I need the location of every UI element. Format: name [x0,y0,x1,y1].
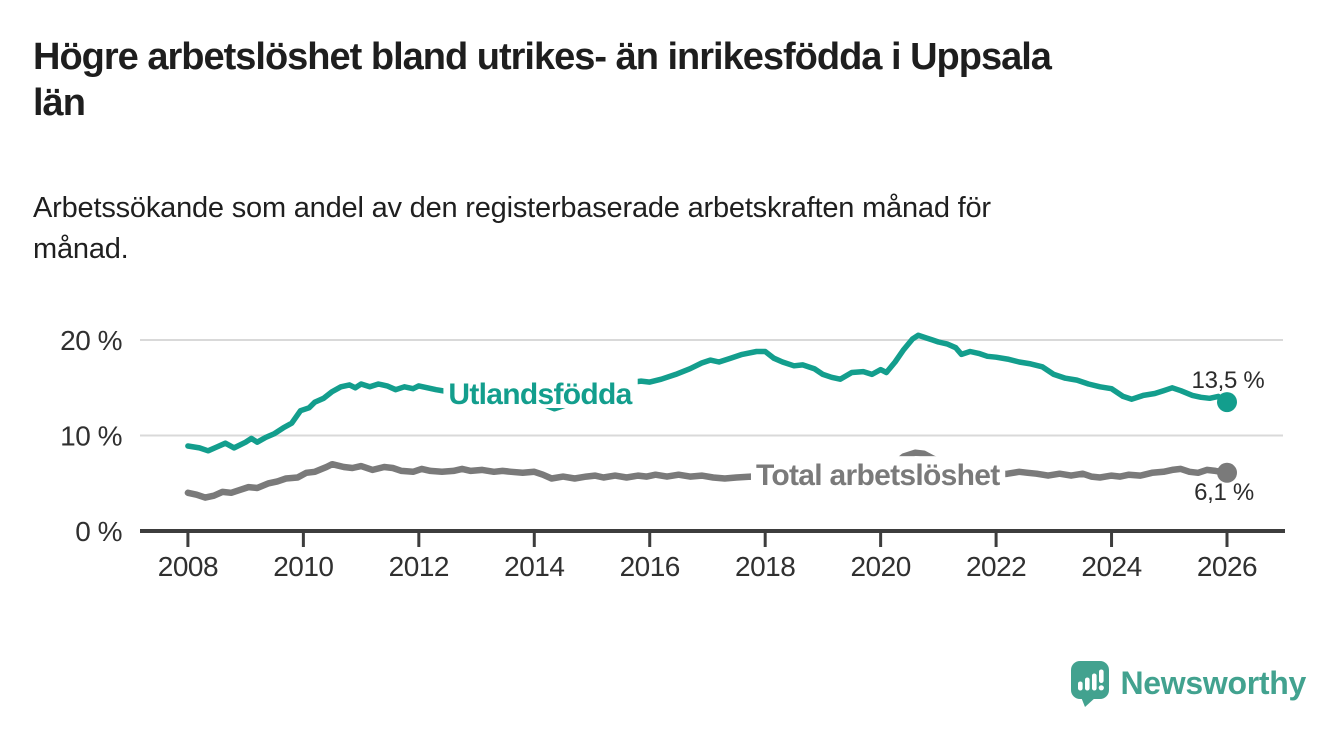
x-axis-tick-label: 2008 [158,551,218,582]
y-axis-tick-label: 10 % [60,421,122,452]
series-line-total-arbetsl-shet [184,449,1231,501]
x-axis-tick-label: 2016 [620,551,680,582]
x-axis-tick-label: 2024 [1081,551,1141,582]
series-line-utlandsf-dda [185,332,1230,454]
series-label-backdrop [443,375,638,409]
series-end-value-total-arbetsl-shet: 6,1 % [1194,479,1254,506]
series-label-total-arbetsl-shet: Total arbetslöshet [756,459,1000,492]
chart-subtitle: Arbetssökande som andel av den registerb… [33,188,991,270]
series-label-utlandsf-dda: Utlandsfödda [448,378,632,411]
x-axis-tick-label: 2014 [504,551,564,582]
x-axis-tick-label: 2026 [1197,551,1257,582]
x-axis-tick-label: 2010 [273,551,333,582]
x-axis-tick-label: 2012 [389,551,449,582]
newsworthy-wordmark: Newsworthy [1120,665,1307,701]
x-axis-tick-label: 2020 [850,551,910,582]
series-end-dot-utlandsf-dda [1217,392,1238,413]
subtitle-line-1: Arbetssökande som andel av den registerb… [33,192,991,224]
title-line-2: län [33,82,86,124]
x-axis-tick-label: 2018 [735,551,795,582]
x-axis-tick-label: 2022 [966,551,1026,582]
series-end-value-utlandsf-dda: 13,5 % [1192,367,1265,394]
title-line-1: Högre arbetslöshet bland utrikes- än inr… [33,36,1052,78]
series-end-dot-total-arbetsl-shet [1217,462,1238,483]
page-title: Högre arbetslöshet bland utrikes- än inr… [33,34,1052,126]
newsworthy-icon [1070,660,1109,707]
subtitle-line-2: månad. [33,233,129,265]
y-axis-tick-label: 20 % [60,325,122,356]
series-label-backdrop [750,456,1006,490]
newsworthy-logo: Newsworthy [1070,659,1307,707]
y-axis-tick-label: 0 % [75,516,122,547]
